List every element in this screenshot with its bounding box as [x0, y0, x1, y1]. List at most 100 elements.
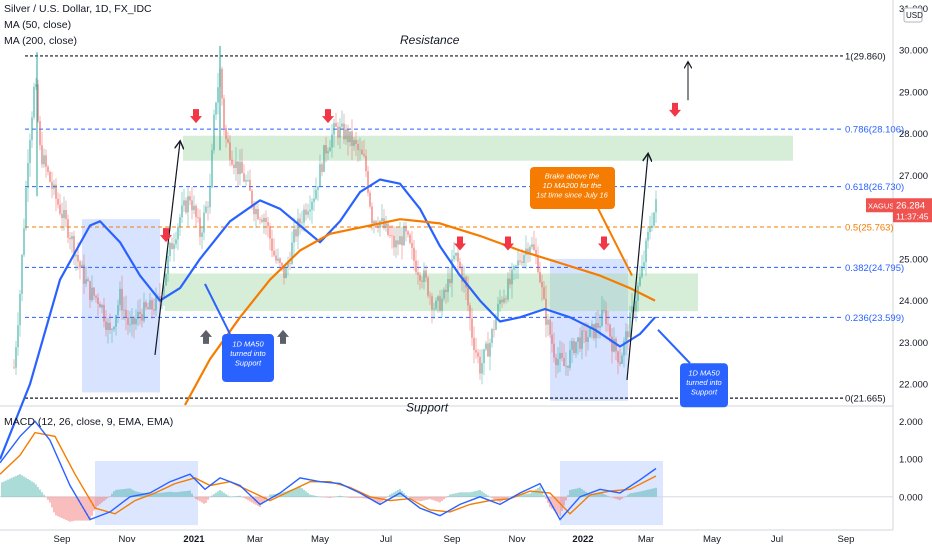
macd-histogram-bar: [151, 494, 153, 497]
bar-body: [551, 334, 553, 344]
macd-histogram-bar: [125, 488, 127, 497]
bar-body: [545, 298, 547, 325]
macd-histogram-bar: [557, 496, 559, 515]
bar-body: [339, 126, 341, 138]
macd-histogram-bar: [89, 496, 91, 521]
bar-body: [643, 262, 645, 267]
bar-body: [601, 310, 603, 326]
bar-body: [187, 196, 189, 213]
macd-histogram-bar: [145, 493, 147, 497]
bar-body: [317, 186, 319, 190]
macd-histogram-bar: [233, 496, 235, 497]
bar-body: [285, 267, 287, 278]
macd-histogram-bar: [49, 496, 51, 503]
x-tick-label-5: Jul: [380, 534, 392, 545]
bar-body: [417, 272, 419, 275]
bar-body: [331, 134, 333, 148]
macd-histogram-bar: [577, 488, 579, 497]
macd-histogram-bar: [425, 496, 427, 500]
bar-body: [397, 240, 399, 245]
macd-histogram-bar: [249, 496, 251, 502]
macd-histogram-bar: [617, 496, 619, 500]
symbol-label: XAGUSD: [868, 201, 900, 210]
macd-histogram-bar: [595, 493, 597, 497]
chart-title: Silver / U.S. Dollar, 1D, FX_IDC: [4, 3, 152, 15]
macd-histogram-bar: [479, 490, 481, 497]
macd-histogram-bar: [273, 494, 275, 497]
bar-body: [37, 84, 39, 122]
bar-body: [47, 166, 49, 172]
macd-histogram-bar: [631, 493, 633, 497]
fib-label-4: 0.382(24.795): [845, 263, 904, 274]
bar-body: [655, 199, 657, 213]
macd-histogram-bar: [267, 496, 269, 498]
macd-histogram-bar: [573, 489, 575, 497]
bar-body: [21, 254, 23, 294]
bar-body: [653, 212, 655, 226]
bar-body: [127, 317, 129, 325]
bar-body: [387, 223, 389, 235]
macd-histogram-bar: [297, 487, 299, 497]
macd-histogram-bar: [579, 487, 581, 497]
macd-histogram-bar: [563, 496, 565, 506]
bar-body: [459, 261, 461, 268]
macd-histogram-bar: [221, 491, 223, 497]
bar-body: [575, 341, 577, 353]
macd-histogram-bar: [389, 494, 391, 497]
bar-body: [377, 225, 379, 228]
bar-body: [59, 204, 61, 214]
macd-histogram-bar: [23, 476, 25, 497]
bar-body: [101, 304, 103, 308]
macd-histogram-bar: [353, 496, 355, 498]
macd-histogram-bar: [583, 490, 585, 497]
bar-body: [479, 356, 481, 374]
macd-histogram-bar: [647, 489, 649, 497]
legend-macd: MACD (12, 26, close, 9, EMA, EMA): [4, 416, 173, 428]
macd-histogram-bar: [533, 490, 535, 497]
macd-panel: [0, 420, 893, 522]
bar-body: [19, 293, 21, 326]
bar-body: [425, 270, 427, 278]
macd-histogram-bar: [175, 492, 177, 497]
x-tick-label-11: Jul: [771, 534, 783, 545]
macd-histogram-bar: [377, 496, 379, 503]
macd-histogram-bar: [493, 496, 495, 500]
callout-ma200-text-line-1: 1D MA200 for the: [543, 181, 602, 190]
macd-histogram-bar: [449, 494, 451, 497]
bar-body: [97, 297, 99, 305]
bar-body: [235, 161, 237, 169]
macd-histogram-bar: [627, 494, 629, 497]
x-tick-label-1: Nov: [119, 534, 136, 545]
macd-histogram-bar: [349, 496, 351, 498]
macd-histogram-bar: [119, 489, 121, 497]
bar-body: [319, 164, 321, 187]
legend-ma50: MA (50, close): [4, 19, 71, 31]
macd-histogram-bar: [65, 496, 67, 520]
macd-histogram-bar: [319, 496, 321, 498]
x-tick-label-2: 2021: [183, 534, 205, 545]
bar-body: [457, 252, 459, 262]
bar-body: [223, 98, 225, 129]
macd-histogram-bar: [359, 496, 361, 498]
bar-body: [119, 288, 121, 306]
bar-body: [69, 237, 71, 240]
macd-histogram-bar: [553, 496, 555, 511]
y-tick-label-4: 27.000: [899, 171, 928, 182]
macd-histogram-bar: [93, 496, 95, 511]
macd-histogram-bar: [7, 479, 9, 497]
macd-histogram-bar: [593, 493, 595, 497]
bar-body: [139, 311, 141, 315]
bar-body: [541, 281, 543, 288]
macd-label: MACD (12, 26, close, 9, EMA, EMA): [4, 416, 174, 428]
bar-body: [297, 218, 299, 237]
bar-body: [323, 145, 325, 172]
bar-body: [273, 250, 275, 256]
macd-histogram-bar: [405, 494, 407, 497]
bar-body: [553, 343, 555, 358]
x-tick-label-12: Sep: [838, 534, 855, 545]
macd-histogram-bar: [3, 481, 5, 497]
macd-histogram-bar: [423, 496, 425, 501]
macd-histogram-bar: [157, 493, 159, 497]
macd-histogram-bar: [57, 496, 59, 517]
